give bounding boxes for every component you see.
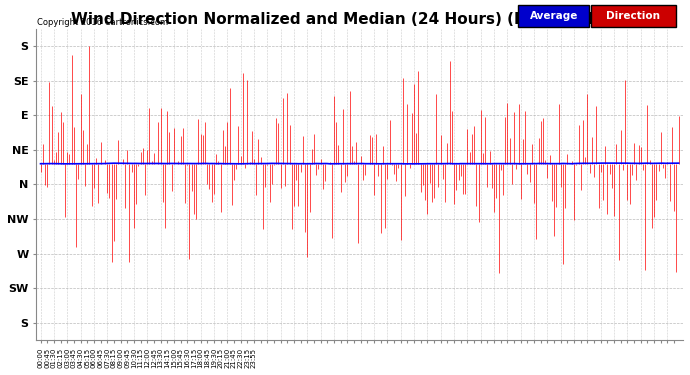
Text: Copyright 2016 Cartronics.com: Copyright 2016 Cartronics.com xyxy=(37,18,168,27)
Text: Average: Average xyxy=(529,11,578,21)
Title: Wind Direction Normalized and Median (24 Hours) (New) 20160501: Wind Direction Normalized and Median (24… xyxy=(71,12,649,27)
FancyBboxPatch shape xyxy=(518,5,589,27)
FancyBboxPatch shape xyxy=(591,5,676,27)
Text: Direction: Direction xyxy=(607,11,660,21)
